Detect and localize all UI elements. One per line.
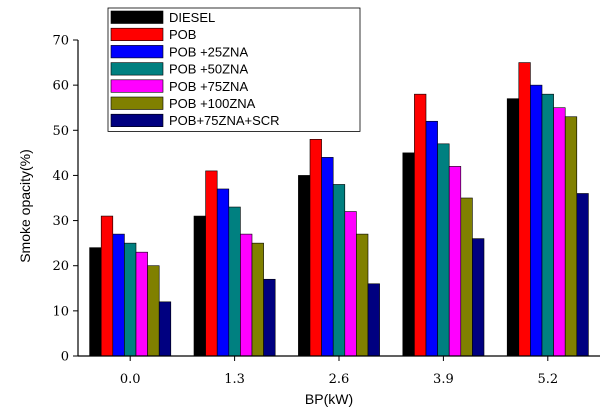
- y-tick-label: 70: [52, 34, 69, 49]
- y-tick-label: 10: [52, 304, 69, 319]
- bar-pob-75zna-2.6: [344, 211, 357, 357]
- legend-label: POB +25ZNA: [169, 44, 248, 59]
- legend-label: POB +100ZNA: [169, 96, 256, 111]
- bar-pob-100zna-2.6: [356, 233, 369, 357]
- bar-pob-50zna-3.9: [437, 143, 450, 357]
- y-tick-label: 50: [52, 124, 69, 139]
- bar-pob-2.6: [309, 139, 322, 357]
- bar-pob-100zna-0.0: [147, 265, 160, 357]
- legend-swatch: [110, 96, 164, 110]
- y-tick-label: 20: [52, 259, 69, 274]
- bar-pob-25zna-5.2: [530, 84, 543, 357]
- legend-label: POB: [169, 27, 196, 42]
- y-tick-label: 60: [52, 79, 69, 94]
- bar-pob-5.2: [518, 62, 531, 357]
- bar-pob-100zna-3.9: [460, 197, 473, 357]
- x-tick-label: 3.9: [433, 372, 454, 387]
- bar-pob-75zna-1.3: [240, 233, 253, 357]
- ticks-group: 0 10 20 30 40 50 60 70 0.0 1.3 2.6 3.9 5.2: [52, 34, 558, 388]
- bar-pob-50zna-1.3: [228, 206, 241, 357]
- legend-swatch: [110, 79, 164, 93]
- legend-label: POB +75ZNA: [169, 79, 248, 94]
- bar-diesel-1.3: [193, 215, 206, 357]
- bar-pob-25zna-2.6: [321, 157, 334, 357]
- y-tick-label: 30: [52, 214, 69, 229]
- bar-pob-50zna-5.2: [541, 93, 554, 357]
- bar-pob-100zna-1.3: [251, 242, 264, 357]
- legend-swatch: [110, 10, 164, 24]
- x-tick-label: 5.2: [537, 372, 558, 387]
- bar-diesel-5.2: [506, 98, 520, 357]
- legend-label: DIESEL: [169, 10, 215, 25]
- bar-pob-25zna-0.0: [112, 233, 125, 357]
- legend-label: POB +50ZNA: [169, 62, 248, 77]
- bar-pob-75zna-0.0: [135, 251, 148, 357]
- bar-pob-100zna-5.2: [564, 116, 578, 357]
- legend: DIESEL POB POB +25ZNA POB +50ZNA POB +75ZNA P…: [107, 7, 361, 132]
- bar-pob-75zna-5.2: [553, 107, 566, 357]
- bar-pob-25zna-3.9: [425, 120, 438, 357]
- legend-swatch: [110, 62, 164, 76]
- bar-pob-3.9: [414, 93, 427, 357]
- bar-pob-75zna-scr-1.3: [263, 278, 276, 357]
- x-tick-label: 1.3: [224, 372, 245, 387]
- bar-pob-75zna-scr-0.0: [158, 301, 172, 357]
- bar-pob-75zna-scr-2.6: [367, 283, 380, 357]
- bars-group: [89, 62, 589, 357]
- x-axis-label: BP(kW): [305, 391, 353, 407]
- bar-pob-0.0: [100, 215, 114, 357]
- bar-diesel-0.0: [89, 247, 102, 357]
- x-tick-label: 2.6: [329, 372, 350, 387]
- bar-diesel-2.6: [298, 175, 311, 357]
- bar-pob-50zna-2.6: [332, 184, 346, 357]
- y-tick-label: 40: [52, 169, 69, 184]
- legend-label: POB+75ZNA+SCR: [169, 113, 280, 128]
- bar-pob-25zna-1.3: [216, 188, 230, 357]
- bar-pob-1.3: [205, 170, 218, 357]
- legend-swatch: [110, 113, 164, 127]
- bar-pob-75zna-3.9: [448, 166, 462, 357]
- y-axis-label: Smoke opacity(%): [17, 149, 33, 263]
- legend-swatch: [110, 27, 164, 42]
- y-tick-label: 0: [61, 350, 69, 365]
- bar-pob-50zna-0.0: [124, 242, 137, 357]
- bar-pob-75zna-scr-3.9: [472, 238, 485, 357]
- x-tick-label: 0.0: [120, 372, 141, 387]
- bar-pob-75zna-scr-5.2: [576, 193, 589, 357]
- bar-diesel-3.9: [402, 152, 415, 357]
- legend-swatch: [110, 45, 164, 59]
